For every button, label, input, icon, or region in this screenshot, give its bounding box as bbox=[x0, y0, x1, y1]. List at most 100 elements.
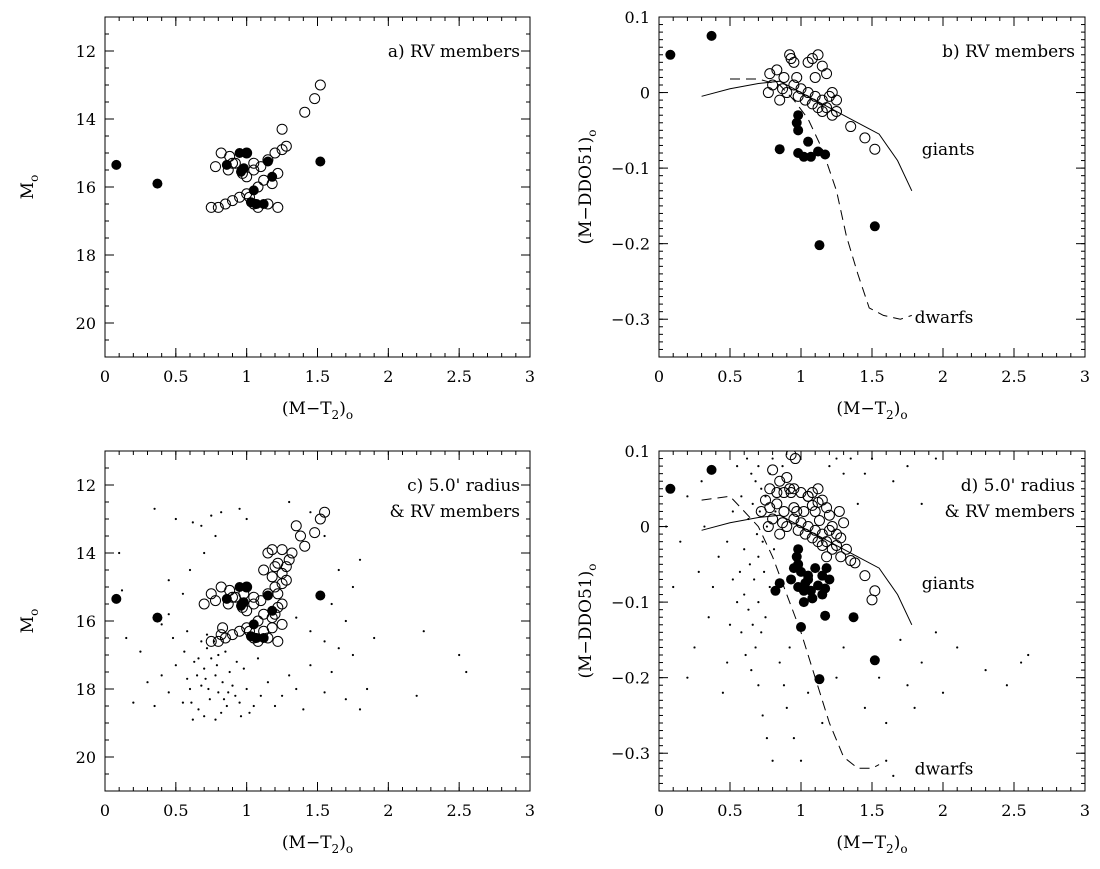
field-star-dot bbox=[245, 687, 248, 691]
field-star-dot bbox=[717, 555, 720, 558]
open-circle-point bbox=[219, 198, 231, 210]
filled-circle-point bbox=[820, 610, 831, 621]
filled-circle-point bbox=[793, 110, 804, 121]
field-star-dot bbox=[295, 616, 298, 619]
field-star-dot bbox=[160, 674, 163, 677]
field-star-dot bbox=[754, 480, 757, 483]
filled-circle-point bbox=[817, 589, 828, 600]
field-star-dot bbox=[885, 759, 888, 762]
plot-area bbox=[111, 79, 326, 213]
filled-circle-point bbox=[803, 136, 814, 147]
field-star-dot bbox=[227, 691, 230, 694]
field-star-dot bbox=[200, 524, 203, 527]
field-star-dot bbox=[228, 670, 231, 674]
filled-circle-point bbox=[234, 582, 245, 592]
field-star-dot bbox=[707, 616, 710, 619]
field-star-dot bbox=[807, 691, 810, 694]
open-circle-point bbox=[821, 502, 833, 514]
open-circle-point bbox=[806, 499, 818, 511]
field-star-dot bbox=[757, 555, 760, 558]
field-star-dot bbox=[153, 704, 156, 708]
open-circle-point bbox=[764, 483, 776, 495]
field-star-dot bbox=[863, 706, 867, 709]
x-axis-label-main: (M−T bbox=[282, 833, 332, 853]
open-circle-point bbox=[276, 544, 288, 556]
field-star-dot bbox=[764, 495, 767, 498]
open-circle-point bbox=[798, 505, 810, 517]
field-star-dot bbox=[205, 633, 209, 636]
panel-annotation: c) 5.0' radius bbox=[407, 476, 520, 496]
y-axis-label-sub: o bbox=[585, 564, 599, 571]
x-axis-label: (M−T2)o bbox=[836, 399, 907, 422]
field-star-dot bbox=[309, 630, 312, 633]
minor-ticks bbox=[104, 16, 531, 358]
x-tick-label: 1 bbox=[242, 801, 252, 820]
field-star-dot bbox=[217, 691, 220, 694]
field-star-dot bbox=[210, 657, 213, 660]
field-star-dot bbox=[1027, 653, 1030, 657]
field-star-dot bbox=[703, 525, 706, 528]
field-star-dot bbox=[726, 661, 729, 664]
open-circle-point bbox=[831, 528, 842, 540]
field-star-dot bbox=[768, 585, 771, 589]
x-tick-label: 1.5 bbox=[305, 801, 330, 820]
field-star-dot bbox=[934, 457, 938, 460]
x-axis-label-sub: o bbox=[346, 842, 353, 856]
field-star-dot bbox=[679, 540, 682, 543]
field-star-dot bbox=[1005, 684, 1009, 687]
open-circle-point bbox=[774, 94, 786, 106]
open-circle-point bbox=[760, 494, 771, 506]
open-circle-point bbox=[309, 93, 321, 105]
field-star-dot bbox=[365, 687, 369, 691]
field-star-dot bbox=[842, 646, 845, 649]
open-circle-point bbox=[821, 68, 833, 80]
open-circle-point bbox=[823, 524, 835, 536]
filled-circle-point bbox=[248, 619, 259, 630]
open-circle-point bbox=[816, 60, 828, 72]
filled-circle-point bbox=[796, 622, 806, 633]
open-circle-point bbox=[859, 570, 871, 582]
sequence-label-giants: giants bbox=[922, 574, 975, 594]
field-star-dot bbox=[203, 715, 206, 718]
filled-circle-point bbox=[807, 593, 818, 604]
y-axis-label-sub: o bbox=[27, 175, 41, 182]
field-star-dot bbox=[821, 721, 824, 725]
field-star-dot bbox=[238, 507, 241, 510]
field-star-dot bbox=[842, 472, 845, 475]
open-circle-point bbox=[835, 532, 847, 544]
open-circle-point bbox=[813, 515, 825, 527]
field-star-dot bbox=[302, 708, 305, 711]
field-star-dot bbox=[214, 718, 217, 721]
field-star-dot bbox=[167, 691, 170, 694]
filled-circle-point bbox=[848, 612, 859, 623]
field-star-dot bbox=[238, 701, 241, 704]
open-circle-point bbox=[314, 79, 326, 91]
open-circle-point bbox=[789, 453, 801, 465]
field-star-dot bbox=[941, 691, 945, 694]
field-star-dot bbox=[711, 585, 715, 589]
field-star-dot bbox=[788, 646, 791, 649]
field-star-dot bbox=[465, 670, 468, 674]
x-tick-label: 0.5 bbox=[163, 801, 188, 820]
filled-circle-point bbox=[238, 597, 249, 608]
x-axis-label-sub: 2 bbox=[332, 408, 340, 422]
open-circle-point bbox=[812, 483, 824, 495]
field-star-dot bbox=[344, 619, 347, 623]
y-tick-label: −0.3 bbox=[611, 310, 650, 329]
field-star-dot bbox=[323, 534, 326, 538]
field-star-dot bbox=[799, 759, 803, 762]
filled-circle-point bbox=[824, 574, 835, 585]
field-star-dot bbox=[835, 457, 838, 460]
field-star-dot bbox=[740, 631, 743, 634]
x-tick-label: 0.5 bbox=[717, 801, 742, 820]
filled-circle-point bbox=[800, 578, 811, 589]
field-star-dot bbox=[160, 623, 163, 626]
y-axis-label-main: (M−DDO51) bbox=[576, 137, 596, 245]
field-star-dot bbox=[693, 646, 696, 649]
x-tick-label: 0 bbox=[654, 801, 664, 820]
open-circle-point bbox=[767, 464, 779, 476]
open-circle-point bbox=[248, 164, 260, 176]
open-circle-point bbox=[812, 49, 824, 61]
field-star-dot bbox=[200, 684, 203, 687]
